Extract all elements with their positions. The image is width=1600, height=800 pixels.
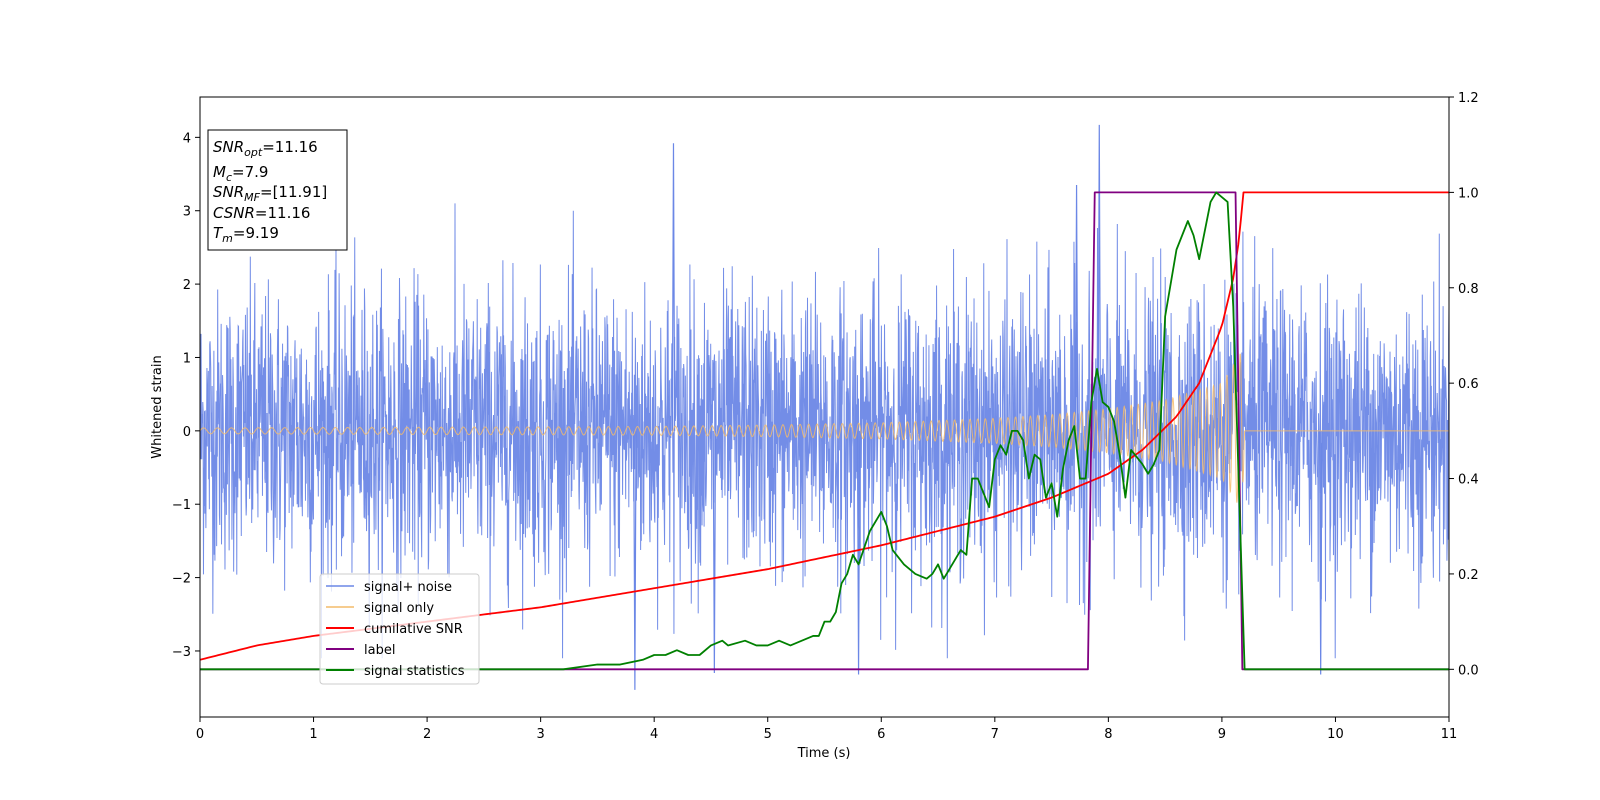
x-tick-label: 11 <box>1441 727 1458 742</box>
series-signal-statistics <box>200 191 1449 671</box>
series-signal-only <box>200 353 1449 503</box>
series-signal-noise-peaks <box>633 124 1323 690</box>
y-axis-left: −3 −2 −1 0 1 2 3 4 <box>172 131 200 660</box>
info-line: Tm=9.19 <box>213 224 279 245</box>
y-right-tick-label: 0.2 <box>1458 568 1479 583</box>
y-axis-right: 0.0 0.2 0.4 0.6 0.8 1.0 1.2 <box>1449 91 1479 678</box>
legend-label: cumilative SNR <box>364 622 463 637</box>
y-left-tick-label: 1 <box>183 351 191 366</box>
legend: signal+ noise signal only cumilative SNR la… <box>319 573 480 685</box>
x-tick-label: 10 <box>1327 727 1344 742</box>
y-right-tick-label: 1.0 <box>1458 186 1479 201</box>
info-line: CSNR=11.16 <box>213 204 310 222</box>
y-right-tick-label: 0.4 <box>1458 473 1479 488</box>
y-right-tick-label: 0.8 <box>1458 282 1479 297</box>
y-right-tick-label: 1.2 <box>1458 91 1479 106</box>
x-tick-label: 3 <box>536 727 544 742</box>
legend-label: signal statistics <box>364 664 465 679</box>
series-signal-noise <box>200 203 1449 659</box>
y-right-tick-label: 0.6 <box>1458 377 1479 392</box>
y-left-tick-label: 2 <box>183 278 191 293</box>
info-box: SNRopt=11.16 Mc=7.9SNRMF=[11.91]CSNR=11.1… <box>207 129 348 251</box>
info-line: Mc=7.9 <box>213 163 268 184</box>
x-axis: 0 1 2 3 4 5 6 7 8 9 10 11 <box>196 717 1457 742</box>
x-tick-label: 1 <box>309 727 317 742</box>
x-axis-title: Time (s) <box>797 746 851 761</box>
y-left-tick-label: 4 <box>183 131 191 146</box>
x-tick-label: 6 <box>877 727 885 742</box>
x-tick-label: 8 <box>1104 727 1112 742</box>
info-line: SNRMF=[11.91] <box>213 183 327 204</box>
y-left-tick-label: −1 <box>172 498 191 513</box>
legend-label: signal+ noise <box>364 580 452 595</box>
x-tick-label: 7 <box>991 727 999 742</box>
x-tick-label: 5 <box>764 727 772 742</box>
y-left-tick-label: −2 <box>172 572 191 587</box>
legend-frame <box>319 573 480 685</box>
info-line: SNRopt=11.16 <box>213 138 318 159</box>
y-left-tick-label: 0 <box>183 425 191 440</box>
x-tick-label: 4 <box>650 727 658 742</box>
legend-label: signal only <box>364 601 434 616</box>
x-tick-label: 0 <box>196 727 204 742</box>
y-right-tick-label: 0.0 <box>1458 663 1479 678</box>
info-box-frame <box>207 129 348 251</box>
y-axis-title: Whitened strain <box>150 355 165 458</box>
x-tick-label: 9 <box>1218 727 1226 742</box>
x-tick-label: 2 <box>423 727 431 742</box>
y-left-tick-label: −3 <box>172 645 191 660</box>
y-left-tick-label: 3 <box>183 205 191 220</box>
plot-frame <box>199 96 1450 718</box>
legend-label: label <box>364 643 395 658</box>
